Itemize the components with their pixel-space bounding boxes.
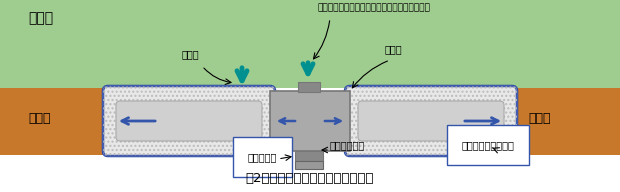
Text: 流入口: 流入口 [182, 49, 200, 59]
Bar [295, 161, 323, 169]
Text: 界畔埋設型浄化水路: 界畔埋設型浄化水路 [462, 140, 515, 150]
Text: 浄化水流出口: 浄化水流出口 [330, 140, 365, 150]
Text: 仕切り: 仕切り [385, 44, 402, 54]
Bar [270, 91, 350, 151]
Bar [298, 82, 320, 92]
Text: 直接排水口（日詰まりまたは降雨時等に使用）: 直接排水口（日詰まりまたは降雨時等に使用） [318, 3, 431, 12]
FancyBboxPatch shape [116, 101, 262, 141]
Text: 水　田: 水 田 [28, 11, 53, 25]
Bar [108, 88, 512, 155]
Text: 水田排水桂: 水田排水桂 [248, 152, 277, 162]
Bar [295, 151, 323, 161]
Text: 界　畔: 界 畔 [528, 112, 551, 125]
FancyBboxPatch shape [358, 101, 504, 141]
Text: 図2　水田排水浄化システム平面図: 図2 水田排水浄化システム平面図 [246, 172, 374, 185]
Bar [512, 88, 620, 155]
Bar [0, 88, 108, 155]
FancyBboxPatch shape [345, 86, 517, 156]
Bar [0, 0, 620, 88]
FancyBboxPatch shape [103, 86, 275, 156]
Text: 界　畔: 界 畔 [28, 112, 50, 125]
